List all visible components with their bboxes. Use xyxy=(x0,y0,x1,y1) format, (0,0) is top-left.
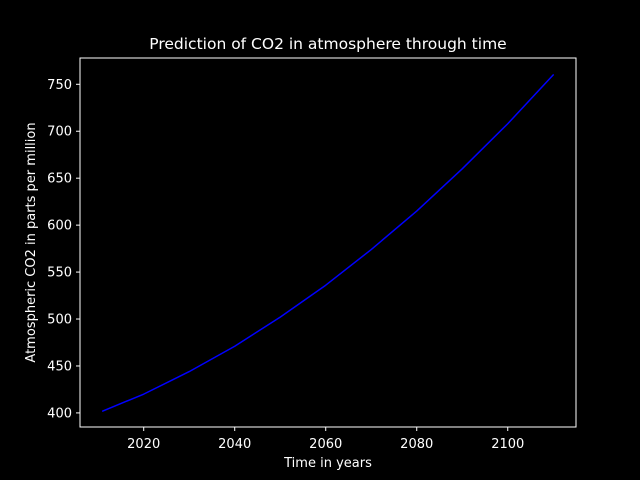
chart-title: Prediction of CO2 in atmosphere through … xyxy=(149,35,506,53)
y-tick-label: 750 xyxy=(47,78,72,93)
x-axis: 2020 2040 2060 2080 2100 xyxy=(127,427,524,452)
x-tick-label: 2100 xyxy=(491,437,524,452)
y-tick-label: 550 xyxy=(47,266,72,281)
y-tick-label: 600 xyxy=(47,219,72,234)
y-tick-label: 450 xyxy=(47,359,72,374)
y-tick-label: 500 xyxy=(47,313,72,328)
x-tick-label: 2060 xyxy=(309,437,342,452)
y-axis: 400 450 500 550 600 650 700 750 xyxy=(47,78,80,421)
x-tick-label: 2080 xyxy=(400,437,433,452)
x-axis-label: Time in years xyxy=(283,456,372,471)
y-tick-label: 400 xyxy=(47,406,72,421)
y-axis-label: Atmospheric CO2 in parts per million xyxy=(24,122,39,362)
x-tick-label: 2020 xyxy=(127,437,160,452)
x-tick-label: 2040 xyxy=(218,437,251,452)
axes-frame xyxy=(79,57,577,428)
plot-area xyxy=(79,57,577,428)
y-tick-label: 650 xyxy=(47,172,72,187)
y-tick-label: 700 xyxy=(47,125,72,140)
series-line xyxy=(102,74,554,412)
